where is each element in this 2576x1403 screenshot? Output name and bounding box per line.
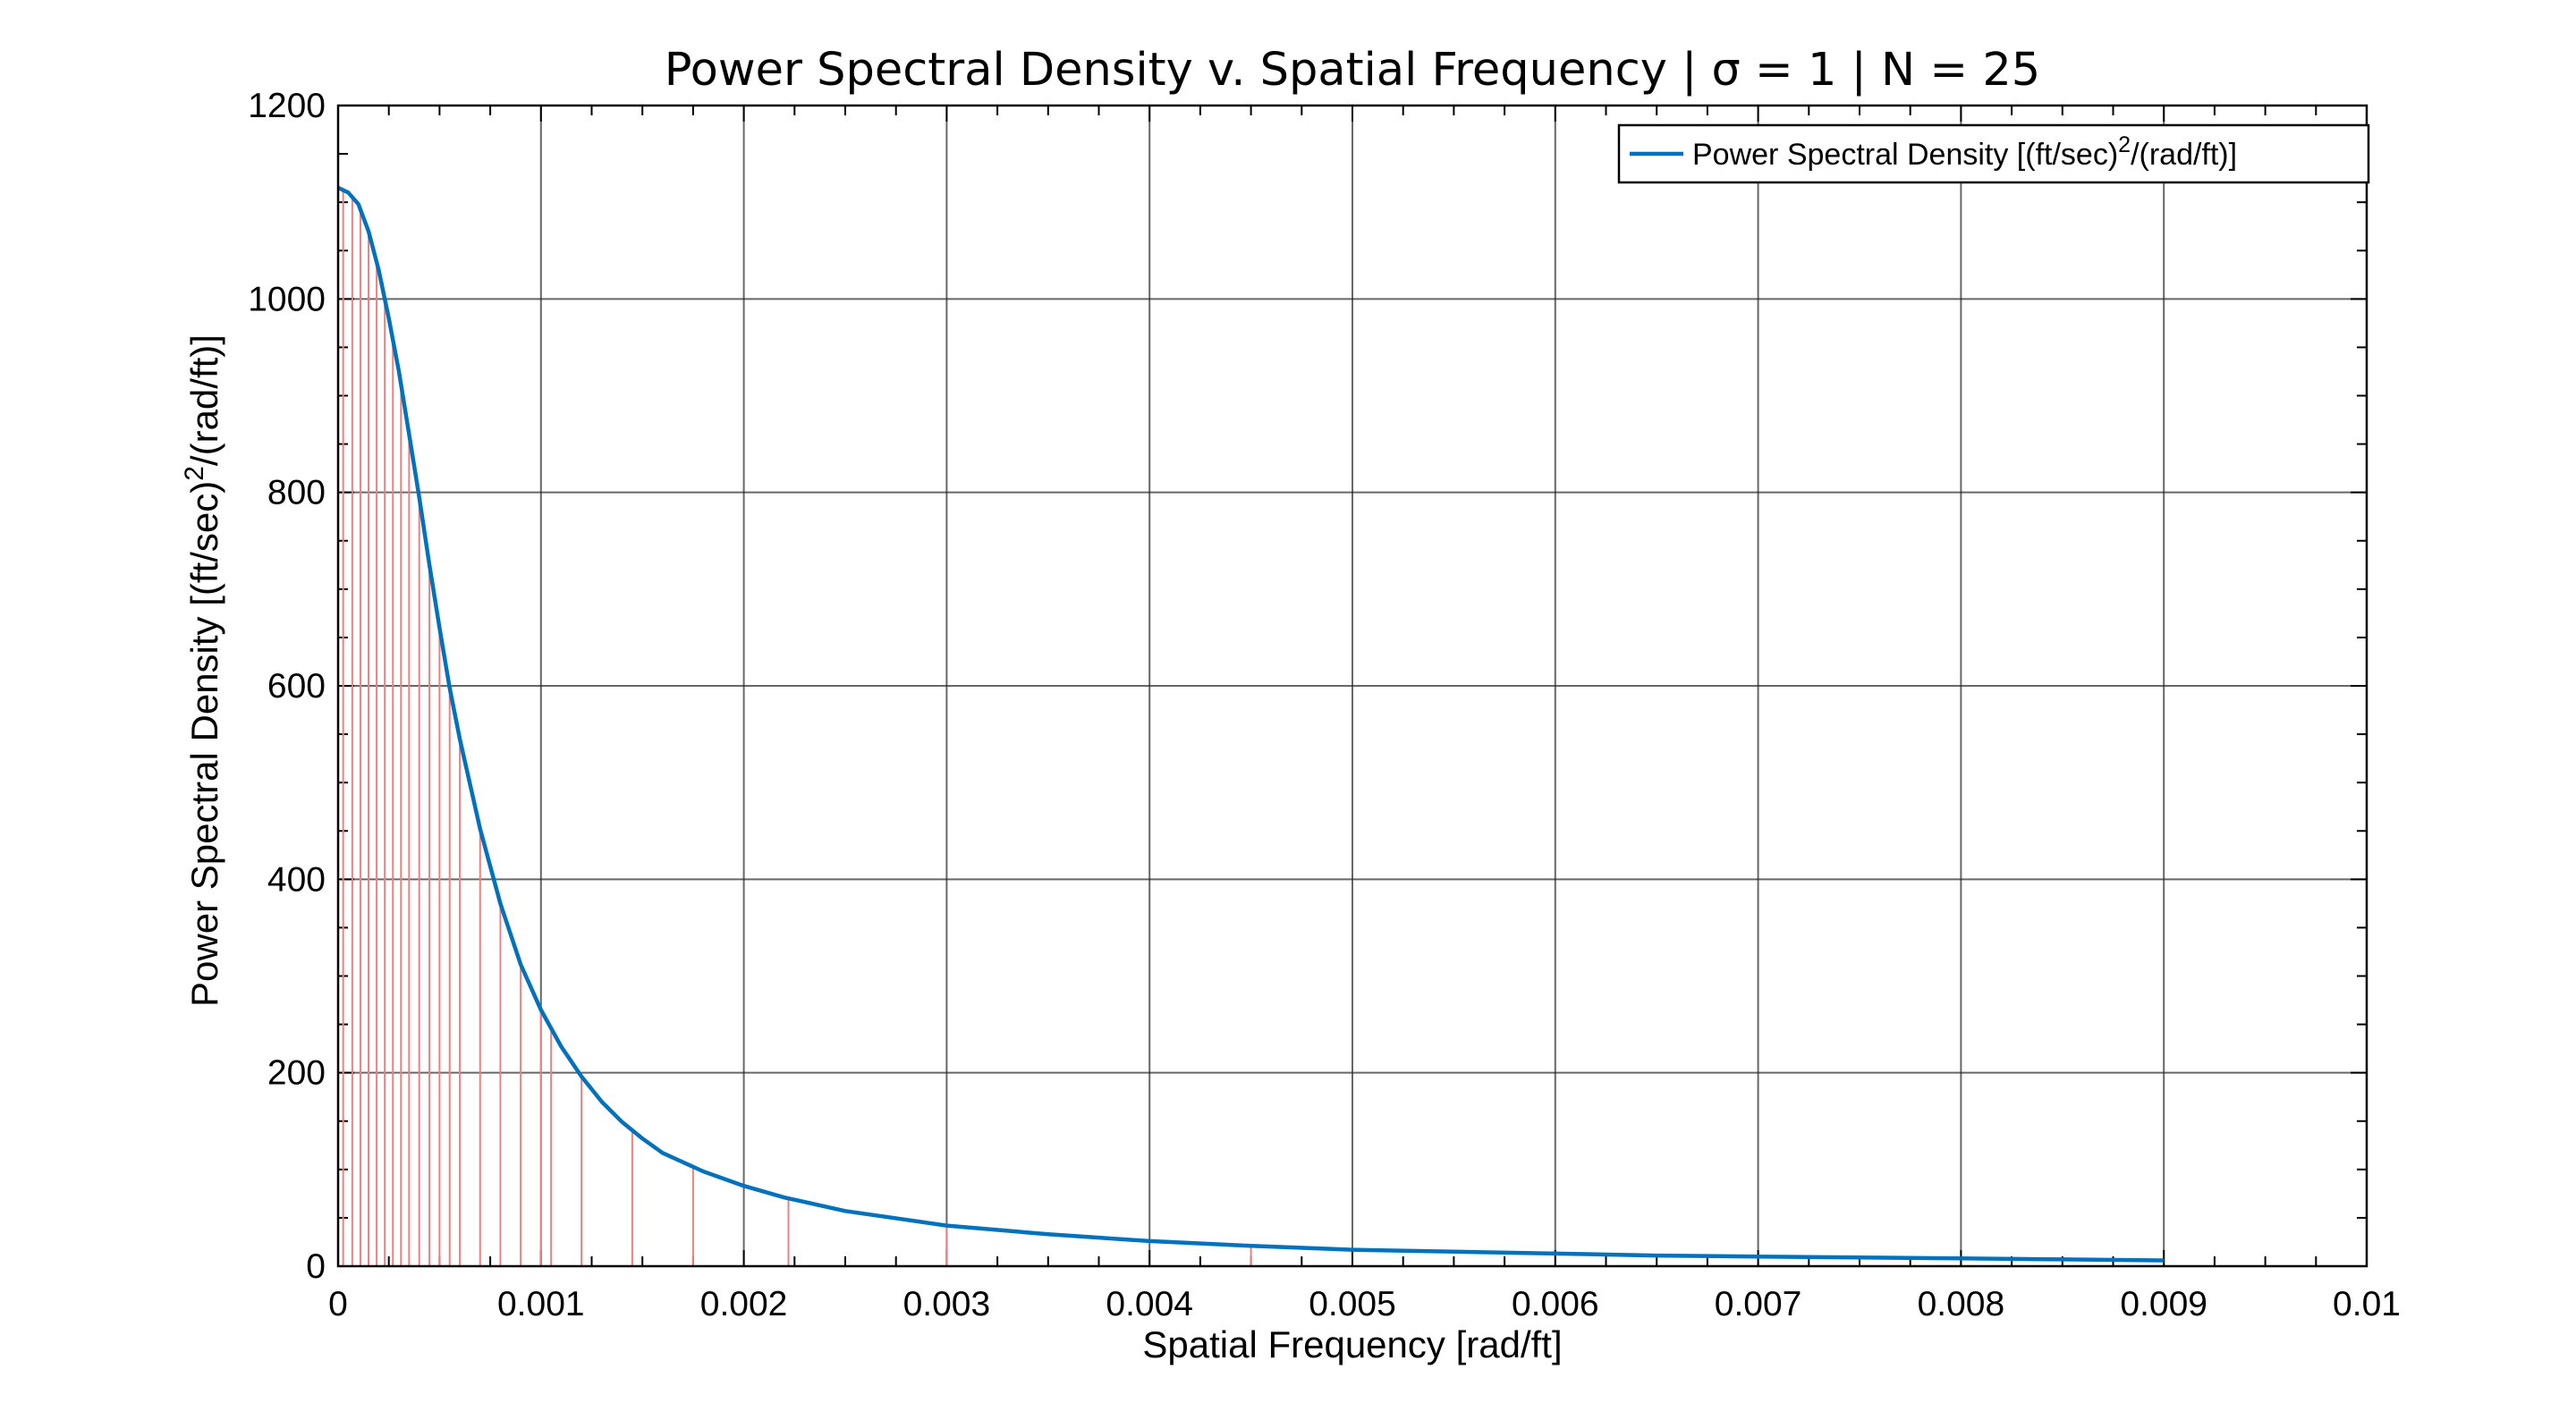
stem-lines: [342, 190, 1252, 1266]
y-axis-label-sup: 2: [180, 466, 209, 481]
grid-lines: [338, 106, 2367, 1266]
y-axis-label: Power Spectral Density [(ft/sec)2/(rad/f…: [180, 334, 225, 1007]
x-tick-label: 0.009: [2120, 1285, 2207, 1323]
y-tick-label: 0: [306, 1247, 326, 1286]
legend-entry-sup: 2: [2118, 132, 2131, 157]
x-tick-label: 0.008: [1918, 1285, 2005, 1323]
y-tick-label: 1000: [248, 280, 326, 318]
y-axis-label-main: Power Spectral Density [(ft/sec): [183, 481, 225, 1007]
x-tick-label: 0.01: [2333, 1285, 2401, 1323]
legend-entry-label: Power Spectral Density [(ft/sec)2/(rad/f…: [1692, 132, 2237, 172]
y-tick-label: 400: [267, 860, 326, 899]
x-axis-label: Spatial Frequency [rad/ft]: [1142, 1323, 1562, 1365]
x-tick-label: 0: [328, 1285, 348, 1323]
series-lines: [337, 185, 2165, 1263]
x-tick-label: 0.004: [1106, 1285, 1193, 1323]
y-axis-label-unit: /(rad/ft)]: [183, 334, 225, 466]
y-tick-label: 1200: [248, 87, 326, 125]
chart-title: Power Spectral Density v. Spatial Freque…: [665, 44, 2041, 97]
x-tick-label: 0.006: [1512, 1285, 1599, 1323]
x-tick-label: 0.005: [1309, 1285, 1396, 1323]
y-tick-labels: 0 200 400 600 800 1000 1200: [248, 87, 326, 1286]
legend-box: [1617, 123, 2370, 184]
legend-entry-unit: /(rad/ft)]: [2131, 138, 2237, 172]
legend-entry-main: Power Spectral Density [(ft/sec): [1692, 138, 2118, 172]
x-tick-label: 0.003: [903, 1285, 991, 1323]
y-tick-label: 200: [267, 1054, 326, 1093]
plot-frame: [336, 104, 2368, 1268]
y-tick-label: 800: [267, 474, 326, 512]
y-tick-label: 600: [267, 667, 326, 706]
legend: Power Spectral Density [(ft/sec)2/(rad/f…: [1617, 123, 2370, 184]
psd-series-line: [337, 185, 2165, 1263]
x-tick-labels: 0 0.001 0.002 0.003 0.004 0.005 0.006 0.007 0.00…: [328, 1285, 2401, 1323]
x-tick-label: 0.002: [700, 1285, 788, 1323]
x-tick-label: 0.007: [1715, 1285, 1802, 1323]
x-tick-label: 0.001: [497, 1285, 585, 1323]
